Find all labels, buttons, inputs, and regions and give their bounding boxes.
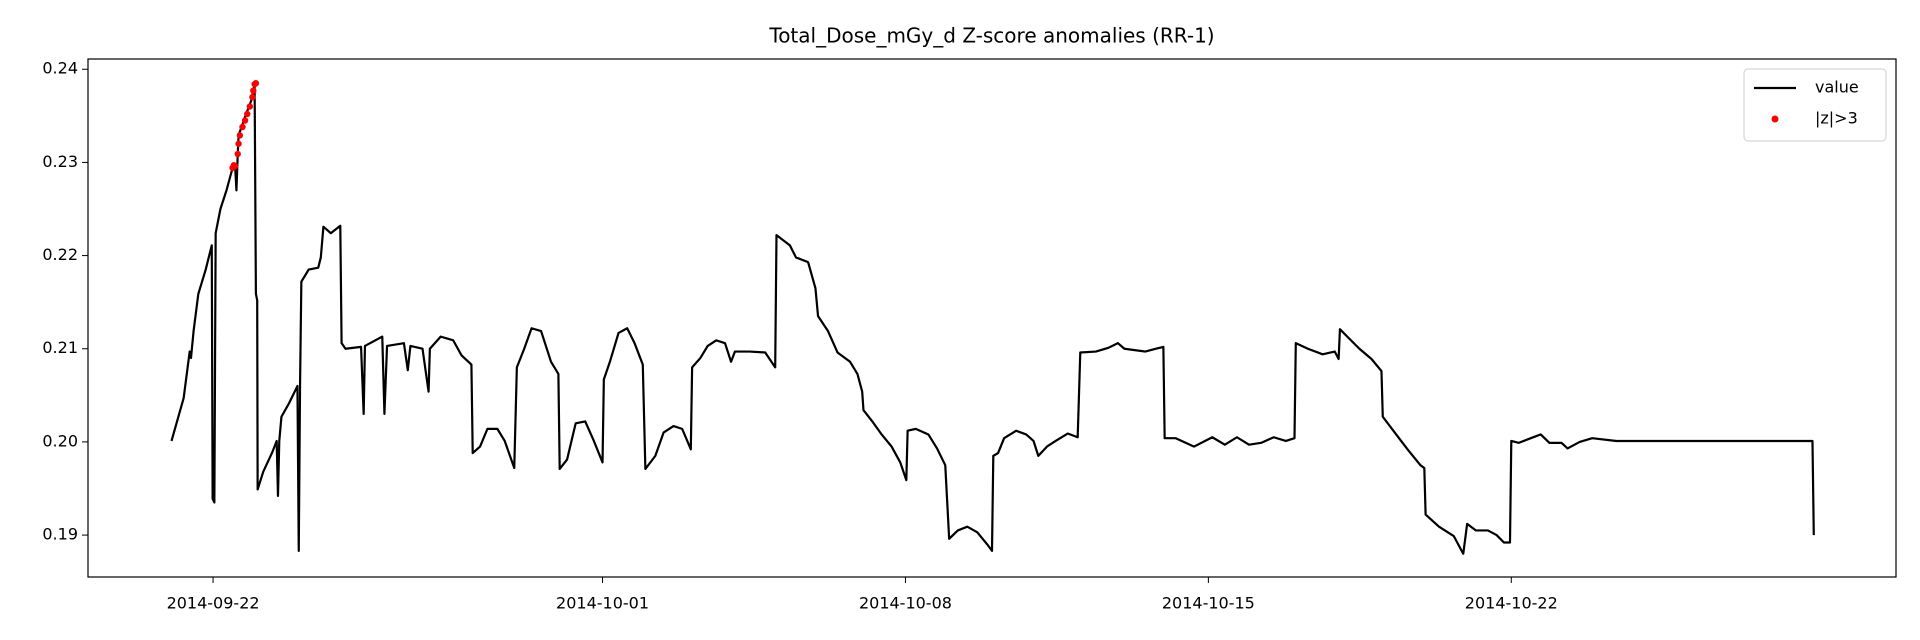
anomaly-point [236, 132, 244, 139]
x-tick-label: 2014-10-15 [1162, 594, 1255, 613]
legend: value |z|>3 [1743, 68, 1887, 142]
anomaly-point [249, 93, 256, 101]
plot-area [170, 80, 1815, 555]
anomaly-point [246, 103, 254, 110]
chart-title: Total_Dose_mGy_d Z-score anomalies (RR-1… [768, 24, 1214, 48]
anomaly-point [239, 123, 246, 131]
anomaly-point [231, 162, 239, 170]
y-tick-label: 0.21 [42, 338, 78, 357]
anomaly-point [235, 140, 242, 147]
x-tick-label: 2014-09-22 [167, 594, 260, 613]
anomaly-point [252, 80, 260, 87]
legend-label: value [1815, 78, 1859, 97]
legend-label: |z|>3 [1815, 109, 1858, 128]
y-tick-label: 0.22 [42, 245, 78, 264]
anomaly-point [250, 87, 257, 94]
x-tick-label: 2014-10-22 [1465, 594, 1558, 613]
y-tick-label: 0.24 [42, 59, 78, 78]
y-tick-label: 0.23 [42, 152, 78, 171]
plot-frame [87, 58, 1897, 578]
anomaly-point [241, 117, 249, 124]
x-tick-label: 2014-10-01 [556, 594, 649, 613]
anomaly-point [234, 150, 241, 158]
data-line [170, 83, 1815, 555]
y-tick-label: 0.20 [42, 431, 78, 450]
x-tick-label: 2014-10-08 [859, 594, 952, 613]
legend-marker [1771, 115, 1779, 123]
y-tick-label: 0.19 [42, 525, 78, 544]
anomaly-point [244, 110, 251, 118]
